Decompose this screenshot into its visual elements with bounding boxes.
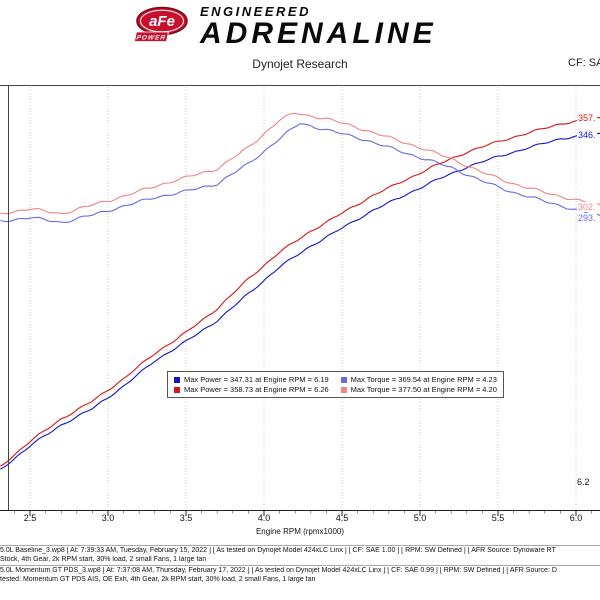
x-axis-title: Engine RPM (rpmx1000) <box>255 527 345 536</box>
power-banner <box>134 31 169 42</box>
chart-legend[interactable]: Max Power = 347.31 at Engine RPM = 6.19 M… <box>167 371 504 398</box>
momentum-power-curve <box>0 117 600 467</box>
afe-logo-text: aFe <box>149 13 175 30</box>
run-info-footer: 5.0L Baseline_3.wp8 [ At: 7:39:33 AM, Tu… <box>0 544 600 584</box>
brand-wordmark: ENGINEERED ADRENALINE <box>200 5 437 49</box>
baseline-torque-curve <box>0 123 600 223</box>
momentum-torque-end-value: 302. <box>577 202 597 212</box>
baseline-power-curve <box>0 132 600 470</box>
x-tick-label-3.5: 3.5 <box>179 513 193 523</box>
x-tick-label-4.0: 4.0 <box>257 513 271 523</box>
legend-swatch <box>340 376 347 383</box>
legend-text: Max Power = 358.73 at Engine RPM = 6.26 <box>184 385 329 394</box>
x-tick-label-5.5: 5.5 <box>491 513 505 523</box>
cursor-rpm-readout: 6.2 <box>577 477 590 487</box>
legend-text: Max Torque = 377.50 at Engine RPM = 4.20 <box>350 385 497 394</box>
legend-item: Max Torque = 369.54 at Engine RPM = 4.23 <box>340 375 497 384</box>
legend-text: Max Torque = 369.54 at Engine RPM = 4.23 <box>350 375 497 384</box>
dyno-chart: Max Power = 347.31 at Engine RPM = 6.19 M… <box>0 85 600 545</box>
baseline-torque-end-value: 293. <box>577 213 597 223</box>
x-tick-label-2.5: 2.5 <box>23 513 37 523</box>
run1-notes-line: Stock, 4th Gear, 2k RPM start, 30% load,… <box>0 555 207 563</box>
legend-swatch <box>340 386 347 393</box>
momentum-power-end-value: 357. <box>577 113 597 124</box>
x-tick-label-4.5: 4.5 <box>335 513 349 523</box>
run2-file-line: 5.0L Momentum GT PDS_3.wp8 [ At: 7:37:08… <box>0 567 557 574</box>
legend-item: Max Torque = 377.50 at Engine RPM = 4.20 <box>340 385 497 394</box>
legend-swatch <box>174 376 180 383</box>
baseline-power-end-value: 346. <box>577 130 597 141</box>
footer-divider <box>0 565 600 566</box>
legend-swatch <box>174 386 180 393</box>
legend-item: Max Power = 347.31 at Engine RPM = 6.19 <box>174 375 329 384</box>
correction-factor-label: CF: SA <box>568 57 600 69</box>
power-logo-text: POWER <box>136 35 167 42</box>
afe-power-logo: aFe POWER <box>134 6 188 42</box>
brand-adrenaline: ADRENALINE <box>200 17 437 50</box>
dyno-plot-area[interactable] <box>0 85 600 519</box>
report-subtitle: Dynojet Research <box>252 57 348 71</box>
legend-item: Max Power = 358.73 at Engine RPM = 6.26 <box>174 385 329 394</box>
legend-text: Max Power = 347.31 at Engine RPM = 6.19 <box>184 375 329 384</box>
run1-file-line: 5.0L Baseline_3.wp8 [ At: 7:39:33 AM, Tu… <box>0 547 556 554</box>
momentum-torque-curve <box>0 112 600 215</box>
brand-engineered: ENGINEERED <box>200 4 311 19</box>
x-tick-label-5.0: 5.0 <box>413 513 427 523</box>
run2-notes-line: tested: Momentum GT PDS AIS, OE Exh, 4th… <box>0 575 316 583</box>
x-tick-label-3.0: 3.0 <box>101 513 115 523</box>
footer-divider <box>0 545 600 546</box>
x-tick-label-6.0: 6.0 <box>569 513 583 523</box>
